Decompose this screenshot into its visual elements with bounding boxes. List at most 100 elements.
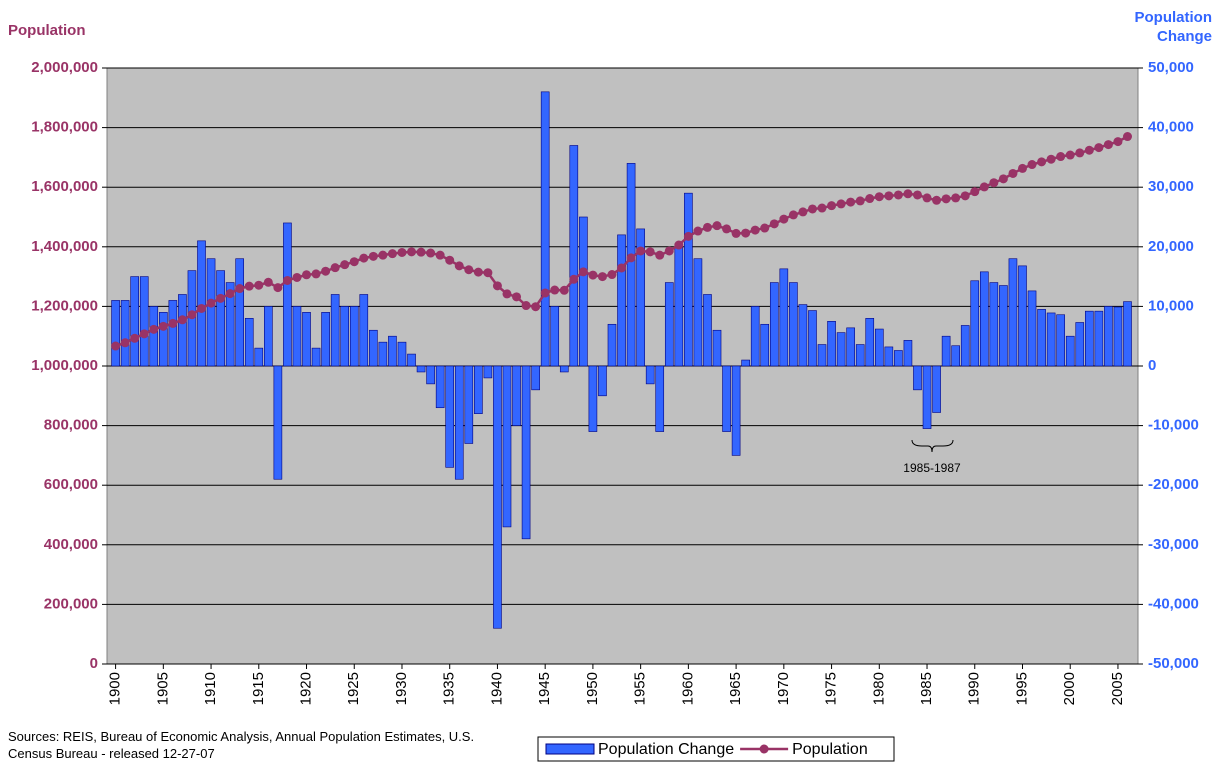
bar [502, 365, 512, 528]
bar [903, 340, 913, 367]
line-marker [779, 214, 789, 224]
x-tick-label: 1930 [393, 672, 410, 705]
line-marker [368, 251, 378, 261]
bar [855, 344, 865, 367]
line-marker [1084, 145, 1094, 155]
bar [884, 346, 894, 367]
line-marker [1027, 160, 1037, 170]
bar [1027, 290, 1037, 367]
bar [951, 345, 960, 367]
line-marker [531, 302, 541, 312]
bar [388, 335, 397, 367]
bar [1037, 309, 1046, 367]
line-marker [473, 267, 483, 277]
y2-tick-label: 40,000 [1148, 119, 1194, 136]
legend-label: Population Change [598, 741, 734, 758]
line-marker [607, 270, 617, 280]
bar [283, 222, 292, 367]
line-marker [932, 195, 942, 205]
line-marker [836, 199, 846, 209]
line-marker [874, 192, 884, 202]
bar [836, 332, 846, 367]
line-marker [712, 221, 722, 231]
bar [349, 306, 359, 367]
bar [808, 310, 817, 367]
line-marker [302, 270, 312, 280]
bar [197, 240, 206, 367]
x-tick-label: 1900 [107, 672, 124, 705]
line-marker [216, 293, 226, 303]
line-marker [597, 272, 607, 282]
y-tick-label: 1,800,000 [31, 119, 98, 136]
x-tick-label: 1995 [1013, 672, 1030, 705]
x-tick-label: 1935 [441, 672, 458, 705]
line-marker [1008, 168, 1018, 178]
line-marker [197, 303, 207, 313]
bar [932, 365, 941, 413]
y-tick-label: 1,000,000 [31, 357, 98, 374]
bar [684, 192, 693, 367]
line-marker [111, 341, 121, 351]
bar [970, 280, 980, 367]
x-tick-label: 1970 [775, 672, 792, 705]
bar [1018, 265, 1027, 367]
y2-tick-label: -20,000 [1148, 476, 1199, 493]
bar [598, 365, 607, 397]
bar [302, 312, 311, 367]
x-tick-label: 1920 [297, 672, 314, 705]
line-marker [426, 248, 436, 258]
bar [206, 258, 216, 367]
x-tick-label: 1990 [966, 672, 983, 705]
bar [722, 365, 731, 432]
bar [397, 341, 407, 367]
bar [693, 258, 703, 367]
line-marker [330, 263, 340, 273]
bar [340, 306, 350, 367]
line-marker [674, 240, 684, 250]
line-marker [731, 228, 741, 238]
line-marker [1103, 140, 1113, 150]
bar [178, 294, 187, 367]
line-marker [387, 249, 397, 259]
bar [655, 365, 665, 432]
line-marker [492, 281, 502, 291]
bar [120, 300, 130, 367]
bar [789, 282, 798, 367]
line-marker [1122, 132, 1132, 142]
x-tick-label: 1940 [488, 672, 505, 705]
y2-tick-label: 10,000 [1148, 297, 1194, 314]
bar [703, 294, 712, 367]
y-tick-label: 200,000 [44, 595, 98, 612]
line-marker [273, 283, 283, 293]
line-marker [893, 190, 903, 200]
x-tick-label: 1950 [584, 672, 601, 705]
line-marker [244, 281, 254, 291]
line-marker [435, 250, 445, 260]
line-marker [741, 228, 751, 238]
bar [626, 163, 636, 367]
line-marker [760, 223, 770, 233]
line-marker [349, 257, 359, 267]
line-marker [139, 329, 149, 339]
bar [607, 323, 617, 367]
bar [664, 282, 674, 367]
line-marker [998, 174, 1008, 184]
line-marker [454, 261, 464, 271]
legend-label: Population [792, 741, 868, 758]
bar [913, 365, 922, 391]
bar [741, 359, 750, 367]
legend-box [537, 736, 895, 762]
line-marker [550, 285, 560, 295]
bar [617, 234, 626, 367]
bar [493, 365, 502, 629]
y2-tick-label: -40,000 [1148, 595, 1199, 612]
line-marker [884, 191, 894, 201]
y-tick-label: 400,000 [44, 536, 98, 553]
line-marker [865, 194, 875, 204]
bar [874, 328, 884, 367]
line-marker [1094, 143, 1104, 153]
x-tick-label: 2005 [1109, 672, 1126, 705]
bar [894, 350, 903, 367]
line-marker [750, 225, 760, 235]
line-marker [235, 284, 245, 294]
